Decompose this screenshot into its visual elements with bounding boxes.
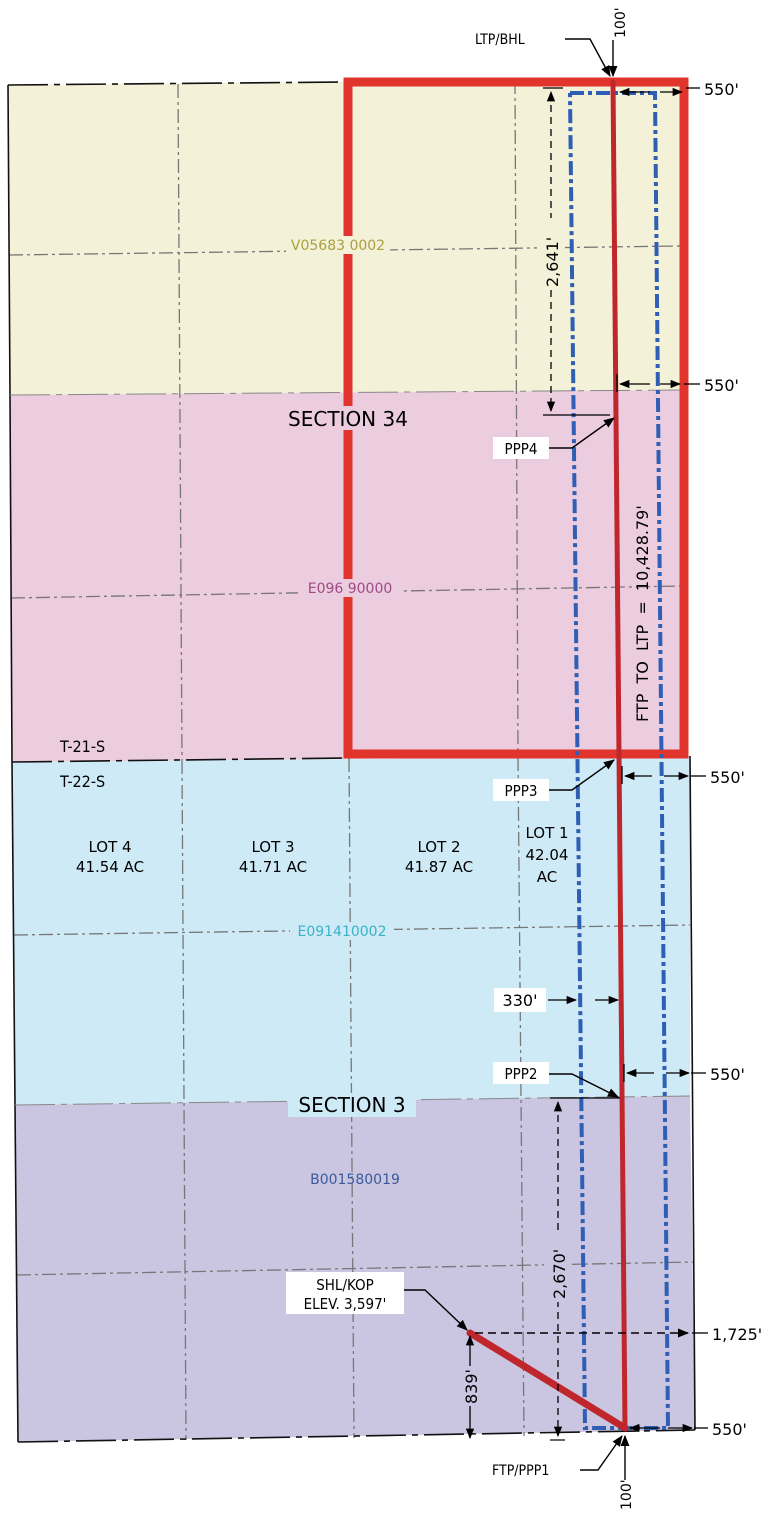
tract-north-label: V05683 0002 xyxy=(286,236,390,254)
svg-text:41.87 AC: 41.87 AC xyxy=(405,858,473,876)
dim-north-2641: 2,641' xyxy=(537,87,610,416)
svg-text:PPP3: PPP3 xyxy=(505,782,538,800)
township-upper-label: T-21-S xyxy=(59,737,105,756)
dim-setback-330: 330' xyxy=(494,988,620,1012)
tract-south-lower-id: B001580019 xyxy=(310,1172,400,1188)
dim-south-2670: 2,670' xyxy=(544,1097,620,1441)
tract-south-upper-label: E091410002 xyxy=(290,922,394,940)
svg-text:ELEV. 3,597': ELEV. 3,597' xyxy=(304,1295,387,1313)
svg-text:1,725': 1,725' xyxy=(712,1325,762,1344)
svg-text:SECTION 3: SECTION 3 xyxy=(298,1093,405,1117)
svg-text:LOT 1: LOT 1 xyxy=(525,824,568,842)
dim-east-550-ppp2: 550' xyxy=(623,1064,745,1084)
tract-north-id: V05683 0002 xyxy=(291,238,385,254)
svg-text:550': 550' xyxy=(704,80,739,99)
section-3-label: SECTION 3 xyxy=(288,1093,416,1117)
ltp-bhl-callout: LTP/BHL xyxy=(475,32,611,77)
svg-text:2,641': 2,641' xyxy=(543,237,562,287)
dim-bottom-100: 100' xyxy=(619,1434,635,1510)
township-lower-label: T-22-S xyxy=(59,772,105,791)
dim-east-550-ppp3: 550' xyxy=(621,766,745,787)
tract-middle-id: E096 90000 xyxy=(308,581,393,597)
tract-middle-label: E096 90000 xyxy=(298,579,402,597)
svg-text:SHL/KOP: SHL/KOP xyxy=(316,1276,374,1294)
svg-text:42.04: 42.04 xyxy=(526,846,569,864)
svg-text:LOT 2: LOT 2 xyxy=(417,838,460,856)
svg-text:FTP/PPP1: FTP/PPP1 xyxy=(492,1463,549,1479)
svg-text:550': 550' xyxy=(710,1065,745,1084)
svg-text:FTP TO LTP = 10,428.79': FTP TO LTP = 10,428.79' xyxy=(633,505,652,722)
svg-text:LOT 4: LOT 4 xyxy=(88,838,131,856)
svg-text:41.54 AC: 41.54 AC xyxy=(76,858,144,876)
ftp-ppp1-callout: FTP/PPP1 xyxy=(492,1435,623,1479)
dim-east-550-top: 550' xyxy=(618,80,739,99)
wellbore-path xyxy=(466,79,629,1432)
lateral-length-label: FTP TO LTP = 10,428.79' xyxy=(633,505,652,722)
svg-text:41.71 AC: 41.71 AC xyxy=(239,858,307,876)
svg-text:100': 100' xyxy=(613,7,629,38)
svg-text:839': 839' xyxy=(462,1369,481,1404)
dim-top-100: 100' xyxy=(608,7,629,78)
svg-text:PPP2: PPP2 xyxy=(505,1065,538,1083)
svg-text:100': 100' xyxy=(619,1479,635,1510)
svg-text:LOT 3: LOT 3 xyxy=(251,838,294,856)
lot-2-label: LOT 2 41.87 AC xyxy=(405,838,473,876)
svg-text:SECTION 34: SECTION 34 xyxy=(288,407,408,431)
ppp3-callout: PPP3 xyxy=(493,759,615,801)
svg-text:550': 550' xyxy=(704,376,739,395)
dim-east-1725: 1,725' xyxy=(475,1325,762,1344)
dim-east-550-ppp4: 550' xyxy=(616,374,739,395)
lot-1-label: LOT 1 42.04 AC xyxy=(525,824,568,886)
ppp2-callout: PPP2 xyxy=(493,1062,620,1098)
shl-kop-callout: SHL/KOP ELEV. 3,597' xyxy=(286,1272,468,1331)
ppp4-callout: PPP4 xyxy=(493,417,615,459)
section-34-label: SECTION 34 xyxy=(276,406,418,431)
svg-text:550': 550' xyxy=(712,1420,747,1439)
svg-text:LTP/BHL: LTP/BHL xyxy=(475,32,525,48)
svg-text:330': 330' xyxy=(503,991,538,1010)
svg-text:AC: AC xyxy=(537,868,557,886)
svg-text:2,670': 2,670' xyxy=(550,1249,569,1299)
lot-4-label: LOT 4 41.54 AC xyxy=(76,838,144,876)
dim-kop-839: 839' xyxy=(456,1334,484,1440)
svg-text:PPP4: PPP4 xyxy=(505,440,538,458)
dim-east-550-bottom: 550' xyxy=(628,1420,747,1439)
lot-3-label: LOT 3 41.71 AC xyxy=(239,838,307,876)
tract-south-upper-id: E091410002 xyxy=(297,924,386,940)
svg-text:550': 550' xyxy=(710,768,745,787)
